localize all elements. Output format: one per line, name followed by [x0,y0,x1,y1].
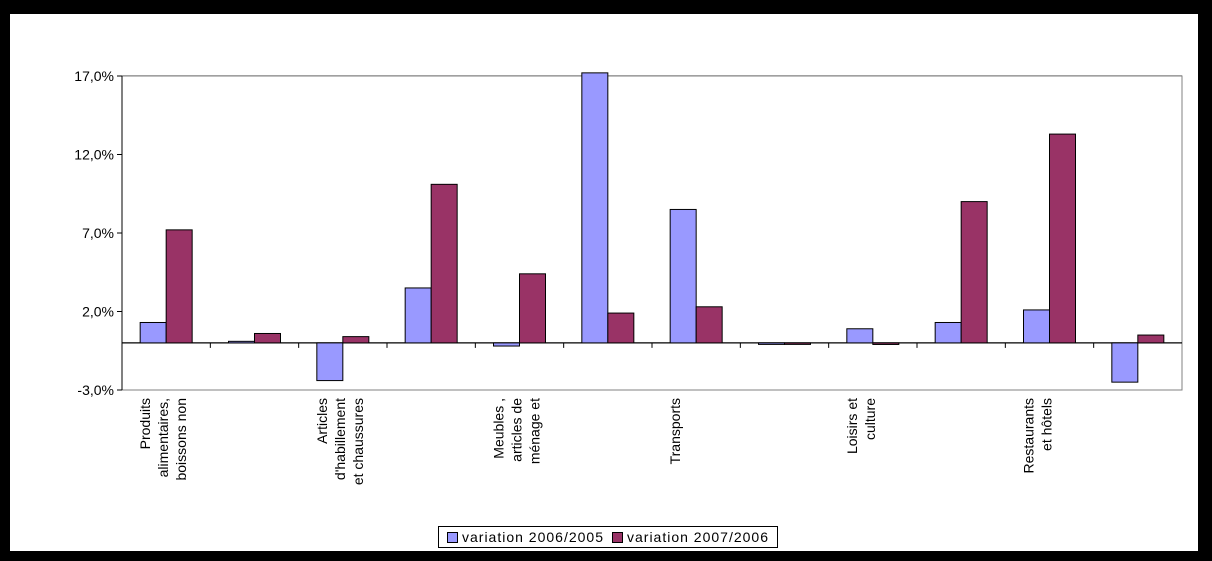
x-category-label-line: Produits [137,398,153,449]
x-category-label-line: alimentaires, [155,398,171,477]
x-category-label-line: culture [862,398,878,440]
bar-series-1-2 [316,342,344,382]
legend-label-series-1: variation 2006/2005 [462,529,604,545]
bar-series-2-3 [430,183,458,344]
legend-entry-series-2: variation 2007/2006 [612,529,769,545]
bar-series-1-0 [139,321,167,344]
bar-series-2-10 [1049,133,1076,344]
x-category-label-line: Articles [314,398,330,444]
bar-series-2-2 [342,336,370,344]
x-category-label-line: articles de [509,398,525,462]
plot-area [121,75,1183,391]
x-category-label: Meubles , articles de ménage et [491,398,543,464]
x-category-label: Produits alimentaires, boissons non [137,398,189,481]
x-category-label-line: Transports [667,398,683,464]
x-category-label-line: Meubles , [491,398,507,459]
x-category-label-line: Loisirs et [844,398,860,454]
y-tick-label: 7,0% [82,225,114,241]
legend-entry-series-1: variation 2006/2005 [447,529,604,545]
x-category-label-line: et hôtels [1039,398,1055,451]
x-category-label: Restaurants et hôtels [1021,398,1055,473]
bar-series-2-0 [165,229,193,344]
bar-series-2-11 [1137,334,1165,344]
x-category-label-line: Restaurants [1021,398,1037,473]
x-category-label-line: ménage et [527,398,543,464]
bar-series-1-4 [493,342,520,347]
x-category-label-line: d'habillement [332,398,348,480]
bar-series-1-1 [228,340,255,344]
bar-series-1-5 [581,72,609,344]
y-tick-label: 17,0% [74,68,114,84]
bar-series-1-3 [404,287,432,344]
bar-series-2-4 [519,273,546,344]
bar-series-2-5 [607,312,635,344]
bar-series-2-7 [784,342,811,345]
bar-series-2-9 [960,201,988,344]
bar-series-1-11 [1111,342,1139,383]
bar-series-2-1 [254,332,281,344]
x-category-label-line: et chaussures [350,398,366,485]
bar-series-2-6 [695,306,723,344]
legend-label-series-2: variation 2007/2006 [627,529,769,545]
x-category-label: Articles d'habillement et chaussures [314,398,366,485]
bar-series-1-8 [846,328,874,344]
legend-swatch-series-1 [447,531,458,543]
x-category-label: Loisirs et culture [844,398,878,454]
chart-frame: 17,0% 12,0% 7,0% 2,0% -3,0% Produits alimenta… [10,14,1198,551]
legend-swatch-series-2 [612,531,623,543]
x-category-label-line: boissons non [173,398,189,481]
bar-series-1-9 [934,321,962,344]
y-tick-label: -3,0% [77,382,114,398]
bar-series-1-10 [1023,309,1050,344]
bar-chart: 17,0% 12,0% 7,0% 2,0% -3,0% Produits alimenta… [74,68,1183,485]
bar-series-1-6 [669,208,697,344]
y-tick-label: 12,0% [74,147,114,163]
y-tick-label: 2,0% [82,304,114,320]
x-category-label: Transports [667,398,683,464]
bar-series-1-7 [758,342,785,345]
chart-legend: variation 2006/2005 variation 2007/2006 [438,526,778,548]
bar-series-2-8 [872,342,900,345]
